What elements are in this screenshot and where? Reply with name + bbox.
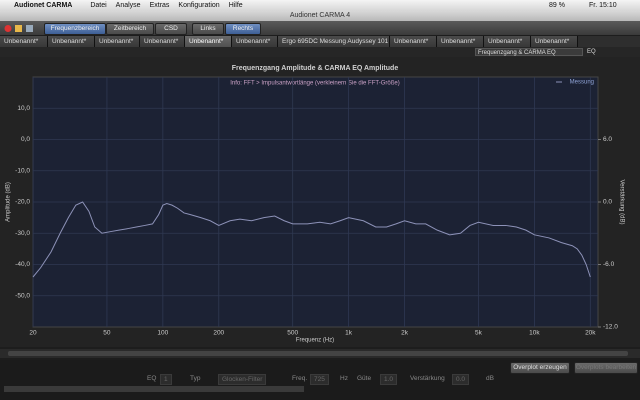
y-tick-label: -30,0 xyxy=(15,230,30,237)
menu-items: Datei Analyse Extras Konfiguration Hilfe xyxy=(81,2,242,9)
tab[interactable]: Unbenannt* xyxy=(95,36,140,47)
tab[interactable]: Unbenannt* xyxy=(390,36,437,47)
menu-item[interactable]: Konfiguration xyxy=(178,2,220,9)
tab[interactable]: Unbenannt* xyxy=(437,36,484,47)
menu-item[interactable]: Extras xyxy=(149,2,170,9)
x-tick-label: 20k xyxy=(585,330,596,337)
y2-tick-label: -6.0 xyxy=(603,261,615,268)
view-select[interactable]: Frequenzgang & CARMA EQ xyxy=(475,48,583,56)
overplot-button[interactable]: Overplots bearbeiten xyxy=(574,362,638,374)
series-line xyxy=(32,201,591,278)
view-row: Frequenzgang & CARMA EQ EQ xyxy=(0,47,640,57)
y2-axis-label: Verstärkung (dB) xyxy=(618,179,624,224)
y-tick-label: 10,0 xyxy=(17,105,30,112)
x-tick-label: 1k xyxy=(345,330,353,337)
tab[interactable]: Unbenannt* xyxy=(531,36,578,47)
y-tick-label: -20,0 xyxy=(15,199,30,206)
eq-field[interactable]: 0.0 xyxy=(452,374,470,385)
view-button[interactable]: Zeitbereich xyxy=(106,23,154,35)
eq-field[interactable]: 1 xyxy=(160,374,172,385)
chart-panel: Frequenzgang Amplitude & CARMA EQ Amplit… xyxy=(0,57,640,347)
toolbar: Frequenzbereich Zeitbereich CSD Links Rechts xyxy=(0,21,640,35)
x-tick-label: 10k xyxy=(529,330,540,337)
menu-bar: Audionet CARMA Datei Analyse Extras Konfigur… xyxy=(0,0,640,11)
x-tick-label: 20 xyxy=(29,330,37,337)
y-tick-label: -50,0 xyxy=(15,292,30,299)
battery: 89 % xyxy=(549,2,565,9)
view-button[interactable]: CSD xyxy=(155,23,187,35)
x-tick-label: 2k xyxy=(401,330,409,337)
eq-label: Güte xyxy=(357,375,372,382)
y2-tick-label: -12.0 xyxy=(603,324,618,331)
toolbar-icons[interactable] xyxy=(4,24,40,33)
y-tick-label: 0,0 xyxy=(21,136,30,143)
y-axis-label: Amplitude (dB) xyxy=(6,182,12,222)
eq-field[interactable]: Glocken-Filter xyxy=(218,374,267,385)
tab[interactable]: Unbenannt* xyxy=(232,36,278,47)
eq-field[interactable]: 1.0 xyxy=(380,374,398,385)
eq-label: EQ xyxy=(147,375,157,382)
menu-item[interactable]: Hilfe xyxy=(228,2,243,9)
chart: Frequenzgang Amplitude & CARMA EQ Amplit… xyxy=(0,57,640,347)
tab[interactable]: Ergo 695DC Messung Audyssey 101 xyxy=(278,36,390,47)
x-tick-label: 500 xyxy=(287,330,298,337)
y2-tick-label: 6.0 xyxy=(603,136,612,143)
icon[interactable] xyxy=(15,25,22,32)
annotation: Info: FFT > Impulsantwortlänge (verklein… xyxy=(230,81,399,87)
tab[interactable]: Unbenannt* xyxy=(48,36,95,47)
legend-label: Messung xyxy=(570,80,594,86)
y2-tick-label: 0.0 xyxy=(603,199,612,206)
tab[interactable]: Unbenannt* xyxy=(0,36,48,47)
y-tick-label: -10,0 xyxy=(15,167,30,174)
x-tick-label: 200 xyxy=(213,330,224,337)
icon[interactable] xyxy=(4,25,12,32)
x-tick-label: 5k xyxy=(475,330,483,337)
eq-button[interactable]: EQ xyxy=(587,49,596,55)
eq-label: Hz xyxy=(340,375,348,382)
scroll-thumb[interactable] xyxy=(8,351,628,356)
channel-button[interactable]: Links xyxy=(192,23,224,35)
x-tick-label: 100 xyxy=(157,330,168,337)
overplot-button[interactable]: Overplot erzeugen xyxy=(510,362,570,374)
tab-bar: Unbenannt* Unbenannt* Unbenannt* Unbenannt*… xyxy=(0,36,640,47)
eq-label: dB xyxy=(486,375,494,382)
tab[interactable]: Unbenannt* xyxy=(140,36,185,47)
tab[interactable]: Unbenannt* xyxy=(185,36,232,47)
x-tick-label: 50 xyxy=(103,330,111,337)
chart-title: Frequenzgang Amplitude & CARMA EQ Amplit… xyxy=(232,65,399,72)
window-title: Audionet CARMA 4 xyxy=(0,11,640,21)
eq-label: Verstärkung xyxy=(410,375,445,382)
menu-item[interactable]: Analyse xyxy=(115,2,141,9)
tab[interactable]: Unbenannt* xyxy=(484,36,531,47)
footer: Overplot erzeugen Overplots bearbeiten E… xyxy=(0,360,640,400)
icon[interactable] xyxy=(26,25,33,32)
eq-label: Freq. xyxy=(292,375,308,382)
menu-item[interactable]: Datei xyxy=(90,2,107,9)
x-axis-label: Frequenz (Hz) xyxy=(296,338,334,344)
y-tick-label: -40,0 xyxy=(15,261,30,268)
eq-field[interactable]: 725 xyxy=(310,374,329,385)
channel-button[interactable]: Rechts xyxy=(225,23,261,35)
eq-row: EQ 1 Typ Glocken-Filter Freq. 725 Hz Güte 1.0 Ver… xyxy=(0,374,640,385)
view-button[interactable]: Frequenzbereich xyxy=(44,23,106,35)
slider[interactable] xyxy=(4,386,304,392)
scrollbar[interactable] xyxy=(0,349,640,358)
app-name[interactable]: Audionet CARMA xyxy=(14,2,73,9)
eq-label: Typ xyxy=(190,375,201,382)
clock: Fr. 15:10 xyxy=(589,2,617,9)
